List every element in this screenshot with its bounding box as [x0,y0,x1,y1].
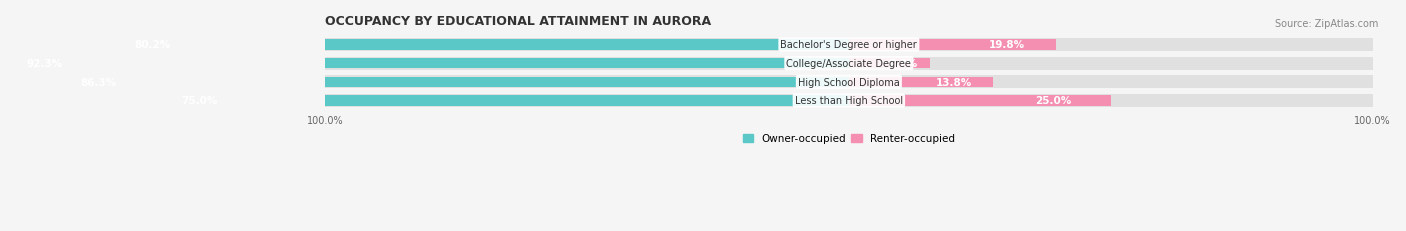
Legend: Owner-occupied, Renter-occupied: Owner-occupied, Renter-occupied [742,134,955,144]
Text: 25.0%: 25.0% [1035,96,1071,106]
Text: Bachelor's Degree or higher: Bachelor's Degree or higher [780,40,917,50]
Text: Source: ZipAtlas.com: Source: ZipAtlas.com [1274,18,1378,28]
Text: 19.8%: 19.8% [988,40,1025,50]
Bar [8,40,849,50]
Bar [849,96,1111,106]
Text: 13.8%: 13.8% [935,77,972,87]
Text: 75.0%: 75.0% [181,96,218,106]
Bar [0,77,849,88]
Text: College/Associate Degree: College/Associate Degree [786,59,911,69]
Text: High School Diploma: High School Diploma [799,77,900,87]
Bar [849,59,929,69]
Bar [849,40,1056,50]
Text: Less than High School: Less than High School [794,96,903,106]
Bar [63,96,849,106]
Text: 80.2%: 80.2% [135,40,172,50]
Bar [325,57,1372,70]
Bar [325,94,1372,107]
Text: OCCUPANCY BY EDUCATIONAL ATTAINMENT IN AURORA: OCCUPANCY BY EDUCATIONAL ATTAINMENT IN A… [325,15,711,28]
Text: 92.3%: 92.3% [27,59,63,69]
Bar [849,77,994,88]
Bar [325,76,1372,89]
Text: 86.3%: 86.3% [80,77,117,87]
Bar [325,39,1372,52]
Text: 7.7%: 7.7% [889,59,918,69]
Bar [0,59,849,69]
